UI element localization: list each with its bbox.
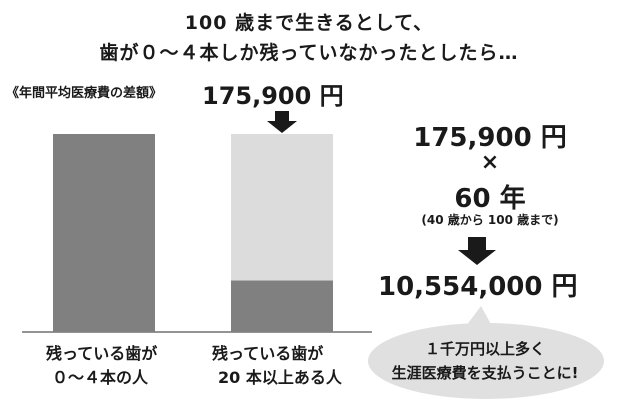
category-label-20-teeth: 残っている歯が 20 本以上ある人 [212,342,342,390]
bar-20-teeth-difference-area [231,134,333,281]
calc-years: 60 年 [454,184,526,214]
difference-value: 175,900 円 [202,82,344,110]
header-line-1: 100 歳まで生きるとして、 [184,12,434,34]
calc-total-amount: 10,554,000 円 [378,272,578,302]
bubble-text-line2: 生涯医療費を支払うことに! [391,364,579,382]
calculation-down-arrow [458,237,496,265]
bar-20-teeth [231,280,333,332]
bar-0-4-teeth [53,134,155,332]
difference-down-arrow [267,111,297,133]
category-label-line2: ０～４本の人 [52,368,149,387]
category-label-0-4-teeth: 残っている歯が ０～４本の人 [46,342,157,390]
calc-years-note: (40 歳から 100 歳まで) [421,213,559,227]
category-label-line1: 残っている歯が [212,344,324,363]
calc-annual-amount: 175,900 円 [413,123,567,153]
category-label-line1: 残っている歯が [46,344,158,363]
speech-bubble-tail [466,306,493,328]
bubble-text-line1: １千万円以上多く [424,340,545,358]
speech-bubble [368,323,604,399]
category-label-line2: 20 本以上ある人 [218,368,342,387]
calc-multiply-sign: × [480,150,500,175]
header-line-2: 歯が０～４本しか残っていなかったとしたら… [99,42,519,64]
difference-label: 《年間平均医療費の差額》 [6,86,163,101]
